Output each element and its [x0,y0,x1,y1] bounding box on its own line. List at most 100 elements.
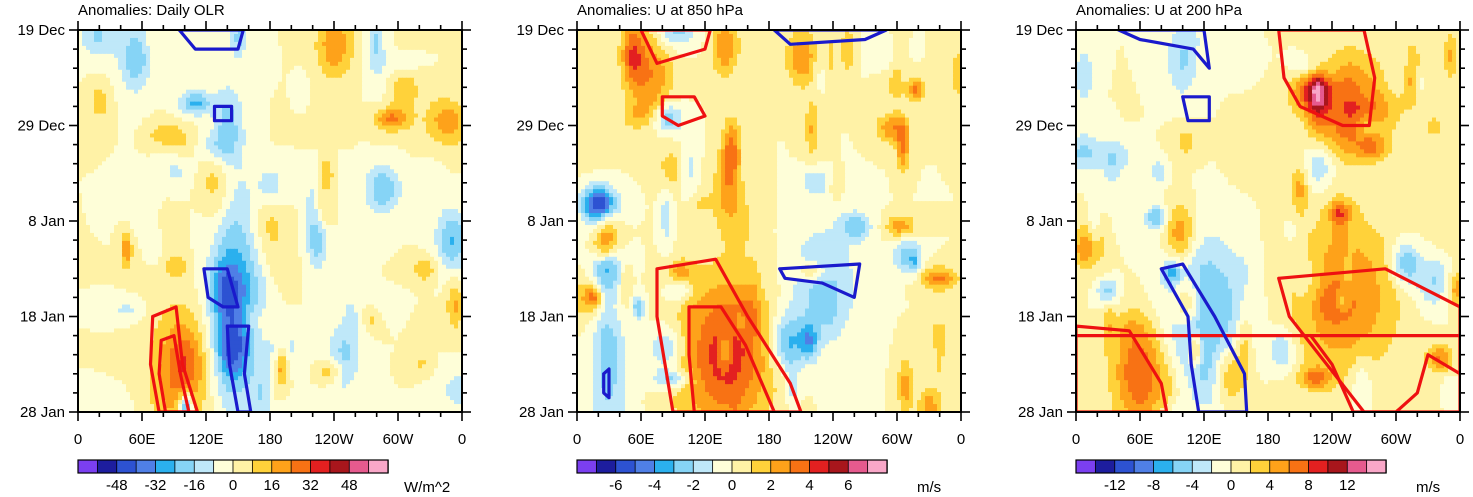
field-cell [234,185,239,190]
field-cell [358,101,363,107]
field-cell [430,113,435,119]
field-cell [150,121,155,127]
field-cell [438,137,443,143]
field-cell [398,137,403,143]
field-cell [234,57,239,63]
field-cell [266,232,271,238]
field-cell [394,81,399,87]
field-cell [278,157,283,162]
field-cell [206,161,211,166]
field-cell [346,117,351,123]
field-cell [234,161,239,166]
field-cell [314,141,319,146]
field-cell [342,224,347,230]
field-cell [190,117,195,123]
field-cell [226,53,231,59]
field-cell [126,149,131,154]
field-cell [458,49,462,55]
field-cell [326,121,331,127]
field-cell [114,149,119,154]
field-cell [318,224,323,230]
field-cell [374,113,379,119]
field-cell [122,77,127,83]
field-cell [114,141,119,146]
field-cell [198,232,203,238]
field-cell [110,53,115,59]
field-cell [394,228,399,234]
field-cell [206,228,211,234]
field-cell [262,105,267,111]
field-cell [98,217,103,222]
field-cell [142,181,147,186]
field-cell [90,169,95,174]
field-cell [122,41,127,47]
field-cell [382,33,387,39]
field-cell [158,177,163,182]
field-cell [166,181,171,186]
field-cell [206,173,211,178]
field-cell [142,232,147,238]
field-cell [254,221,259,226]
field-cell [354,73,359,79]
field-cell [326,197,331,202]
field-cell [126,105,131,111]
field-cell [194,125,199,131]
field-cell [86,193,91,198]
field-cell [266,201,271,206]
field-cell [382,69,387,75]
field-cell [174,149,179,154]
field-cell [282,157,287,162]
field-cell [146,161,151,166]
field-cell [302,45,307,51]
field-cell [294,133,299,139]
field-cell [178,221,183,226]
field-cell [170,177,175,182]
field-cell [194,217,199,222]
field-cell [250,137,255,143]
field-cell [254,161,259,166]
field-cell [138,57,143,63]
field-cell [134,129,139,135]
field-cell [114,101,119,107]
field-cell [310,101,315,107]
field-cell [342,41,347,47]
field-cell [426,213,431,218]
field-cell [346,141,351,146]
field-cell [102,189,107,194]
field-cell [82,221,87,226]
field-cell [182,57,187,63]
field-cell [458,197,462,202]
field-cell [90,30,95,35]
field-cell [158,157,163,162]
field-cell [102,117,107,123]
field-cell [410,129,415,135]
field-cell [438,73,443,79]
field-cell [282,213,287,218]
field-cell [358,117,363,123]
field-cell [98,177,103,182]
field-cell [402,149,407,154]
field-cell [362,85,367,91]
field-cell [150,232,155,238]
field-cell [386,133,391,139]
field-cell [154,161,159,166]
field-cell [98,37,103,43]
field-cell [246,73,251,79]
field-cell [130,129,135,135]
field-cell [118,61,123,67]
field-cell [198,201,203,206]
field-cell [434,45,439,51]
field-cell [390,153,395,158]
field-cell [246,37,251,43]
field-cell [278,193,283,198]
field-cell [294,221,299,226]
field-cell [186,65,191,71]
field-cell [354,141,359,146]
field-cell [246,93,251,99]
field-cell [402,117,407,123]
field-cell [330,41,335,47]
field-cell [382,97,387,103]
field-cell [110,45,115,51]
field-cell [162,197,167,202]
field-cell [118,181,123,186]
